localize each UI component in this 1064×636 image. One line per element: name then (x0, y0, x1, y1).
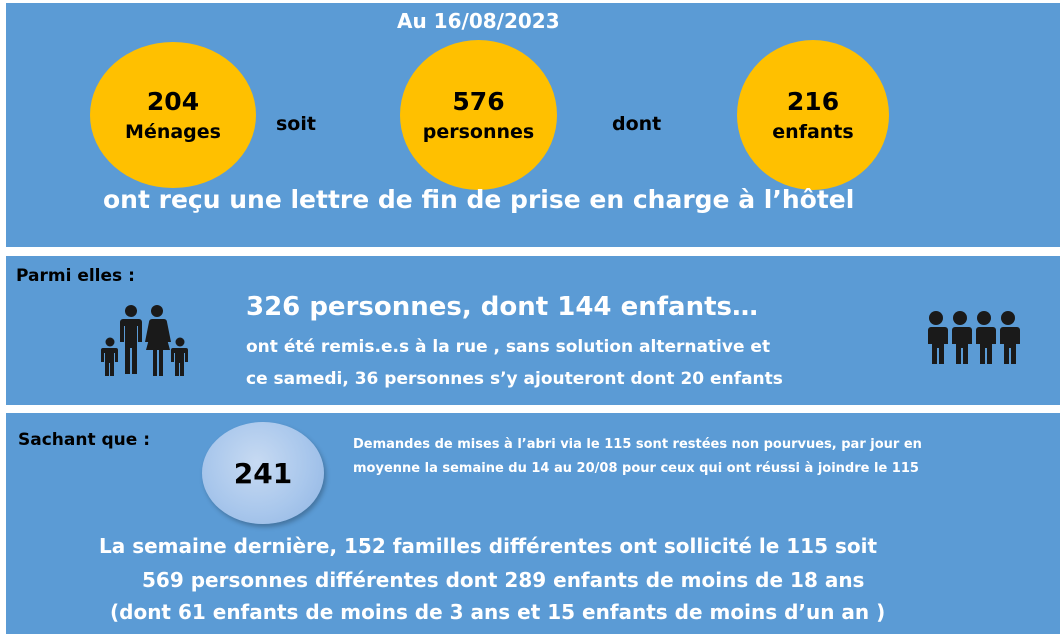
date-label: Au 16/08/2023 (397, 9, 560, 33)
among-headline: 326 personnes, dont 144 enfants… (246, 292, 758, 322)
households-value: 204 (146, 87, 200, 116)
children-group-icon (924, 310, 1020, 366)
persons-value: 576 (452, 87, 505, 116)
summary-text: ont reçu une lettre de fin de prise en c… (103, 185, 855, 214)
children-value: 216 (786, 87, 840, 116)
households-label: Ménages (125, 121, 221, 143)
unmet-requests-note-1: Demandes de mises à l’abri via le 115 so… (353, 437, 922, 452)
knowing-heading: Sachant que : (18, 430, 151, 450)
households-circle: 204 Ménages (90, 42, 256, 188)
unmet-requests-bubble: 241 (202, 422, 324, 524)
summary-panel: Au 16/08/2023 204 Ménages soit 576 perso… (6, 3, 1060, 247)
among-line-1: ont été remis.e.s à la rue , sans soluti… (246, 337, 771, 357)
children-circle: 216 enfants (737, 40, 889, 190)
last-week-line-2: 569 personnes différentes dont 289 enfan… (142, 568, 865, 592)
persons-circle: 576 personnes (400, 40, 557, 190)
among-panel: Parmi elles : 326 personnes, dont 144 en… (6, 256, 1060, 405)
among-line-2: ce samedi, 36 personnes s’y ajouteront d… (246, 369, 783, 389)
unmet-requests-note-2: moyenne la semaine du 14 au 20/08 pour c… (353, 461, 919, 476)
connector-soit: soit (276, 113, 316, 135)
connector-dont: dont (612, 113, 662, 135)
last-week-line-3: (dont 61 enfants de moins de 3 ans et 15… (110, 600, 886, 624)
knowing-panel: Sachant que : 241 Demandes de mises à l’… (6, 413, 1060, 634)
among-heading: Parmi elles : (16, 266, 135, 286)
family-icon (98, 304, 192, 376)
persons-label: personnes (422, 121, 535, 143)
last-week-line-1: La semaine dernière, 152 familles différ… (99, 534, 878, 558)
children-label: enfants (772, 121, 854, 143)
